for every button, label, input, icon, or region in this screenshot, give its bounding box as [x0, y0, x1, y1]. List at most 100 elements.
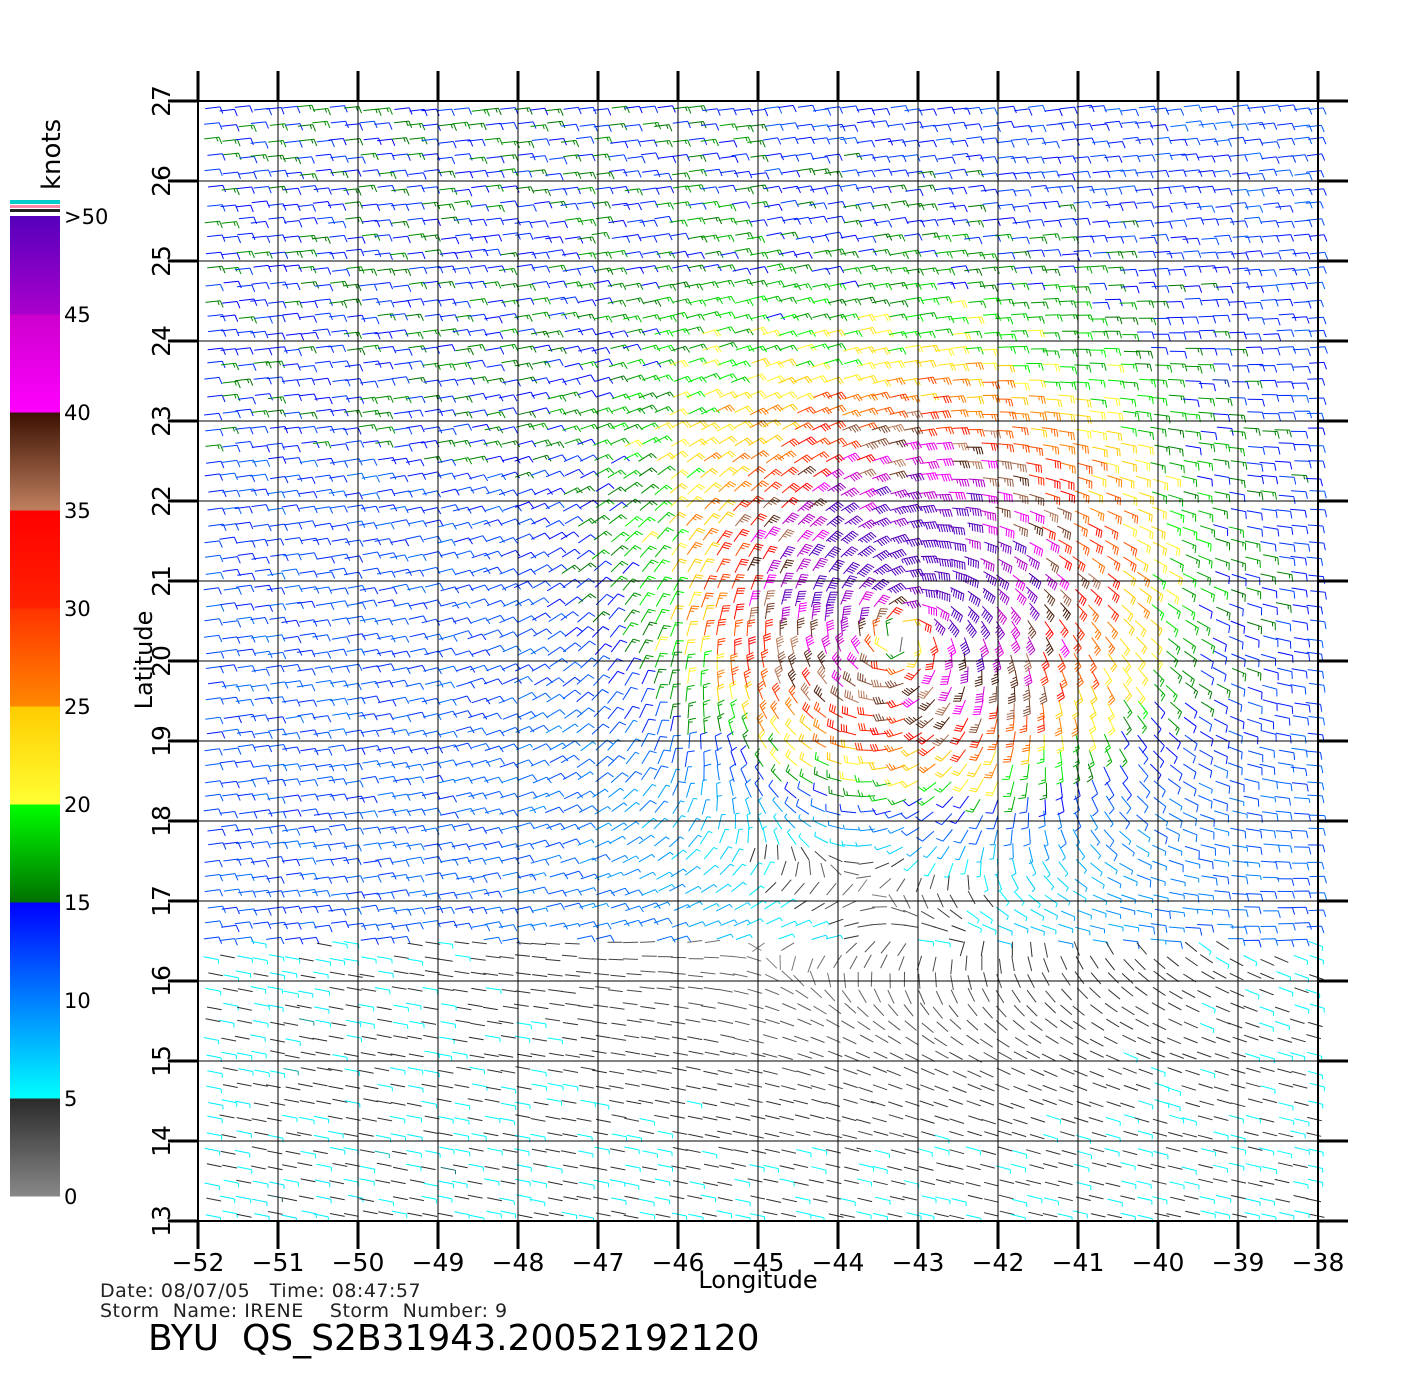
wind-barb: [1213, 1116, 1229, 1121]
wind-barb: [622, 622, 639, 636]
wind-barb: [1293, 136, 1313, 145]
wind-barb: [1039, 685, 1048, 705]
wind-barb: [1307, 1070, 1323, 1080]
wind-barb: [562, 1133, 578, 1138]
wind-barb: [1197, 155, 1216, 163]
wind-barb: [360, 680, 380, 689]
wind-barb: [1061, 972, 1071, 986]
wind-barb: [285, 1132, 301, 1137]
wind-barb: [268, 140, 287, 148]
wind-barb: [982, 924, 997, 935]
wind-barb: [750, 480, 769, 492]
wind-barb: [579, 902, 597, 908]
wind-barb: [1011, 426, 1029, 436]
wind-barb: [934, 540, 952, 549]
wind-barb: [859, 375, 878, 383]
wind-barb: [327, 344, 347, 352]
wind-barb: [203, 956, 220, 964]
wind-barb: [718, 1019, 734, 1024]
wind-barb: [1107, 141, 1126, 149]
wind-barb: [640, 200, 659, 208]
wind-barb: [548, 1212, 564, 1217]
wind-barb: [1120, 1102, 1135, 1109]
wind-barb: [688, 202, 707, 210]
wind-barb: [686, 541, 703, 555]
wind-barb: [779, 1178, 795, 1187]
wind-barb: [981, 1118, 996, 1125]
wind-barb: [1214, 890, 1231, 900]
wind-barb: [1228, 300, 1247, 309]
wind-barb: [1185, 120, 1204, 128]
wind-barb: [1277, 122, 1296, 131]
wind-barb: [700, 186, 720, 194]
wind-barb: [362, 344, 382, 353]
wind-barb: [514, 455, 534, 463]
wind-barb: [764, 404, 784, 413]
wind-barb: [966, 1165, 981, 1171]
wind-barb: [714, 747, 723, 766]
wind-barb: [1290, 1052, 1306, 1061]
wind-barb: [1012, 251, 1031, 259]
wind-barb: [718, 217, 738, 225]
wind-barb: [1215, 1194, 1232, 1203]
wind-barb: [469, 455, 489, 463]
wind-barb: [716, 653, 725, 671]
wind-barb: [392, 268, 412, 276]
wind-barb: [976, 847, 985, 863]
wind-barb: [393, 396, 412, 404]
wind-barb: [1013, 523, 1028, 538]
wind-barb: [362, 745, 382, 753]
wind-barb: [346, 1034, 363, 1043]
wind-barb: [1075, 1036, 1089, 1045]
wind-barb: [639, 918, 659, 925]
wind-barb: [421, 827, 440, 835]
wind-barb: [890, 251, 910, 260]
wind-barb: [624, 1195, 640, 1200]
wind-barb: [669, 483, 688, 494]
wind-barb: [1107, 876, 1122, 889]
wind-barb: [718, 466, 738, 477]
wind-barb: [685, 1019, 701, 1023]
wind-barb: [1184, 331, 1202, 339]
wind-barb: [500, 200, 519, 208]
wind-barb: [1198, 893, 1215, 900]
wind-barb: [207, 347, 226, 355]
wind-barb: [315, 408, 335, 417]
wind-barb: [1045, 990, 1056, 1003]
wind-barb: [701, 422, 721, 431]
wind-barb: [204, 168, 223, 176]
wind-barb: [409, 1179, 425, 1184]
wind-barb: [452, 329, 471, 337]
wind-barb: [1091, 331, 1109, 339]
wind-barb: [625, 770, 643, 783]
wind-barb: [688, 438, 708, 447]
wind-barb: [734, 1069, 750, 1074]
wind-barb: [1073, 522, 1088, 538]
wind-barb: [641, 1083, 657, 1088]
wind-barb: [250, 425, 269, 434]
wind-barb: [437, 170, 456, 178]
wind-barb: [451, 843, 471, 851]
wind-barb: [549, 755, 569, 764]
wind-barb: [967, 1194, 983, 1200]
wind-barb: [1181, 1117, 1197, 1126]
wind-barb: [1122, 1034, 1137, 1043]
wind-barb: [377, 472, 397, 480]
wind-barb: [967, 606, 980, 624]
wind-barb: [889, 313, 908, 321]
wind-barb: [1010, 670, 1019, 689]
wind-barb: [577, 1133, 593, 1142]
wind-barb: [844, 1179, 859, 1184]
wind-barb: [315, 1051, 331, 1056]
wind-barb: [1290, 430, 1309, 439]
wind-barb: [657, 851, 674, 862]
wind-barb: [361, 316, 380, 325]
wind-barb: [1027, 956, 1033, 972]
wind-barb: [1091, 637, 1101, 656]
wind-barb: [733, 919, 751, 927]
wind-barb: [799, 751, 813, 768]
wind-barb: [1167, 638, 1181, 655]
wind-barb: [729, 763, 737, 783]
wind-barb: [731, 848, 744, 863]
wind-barb: [948, 1165, 964, 1170]
